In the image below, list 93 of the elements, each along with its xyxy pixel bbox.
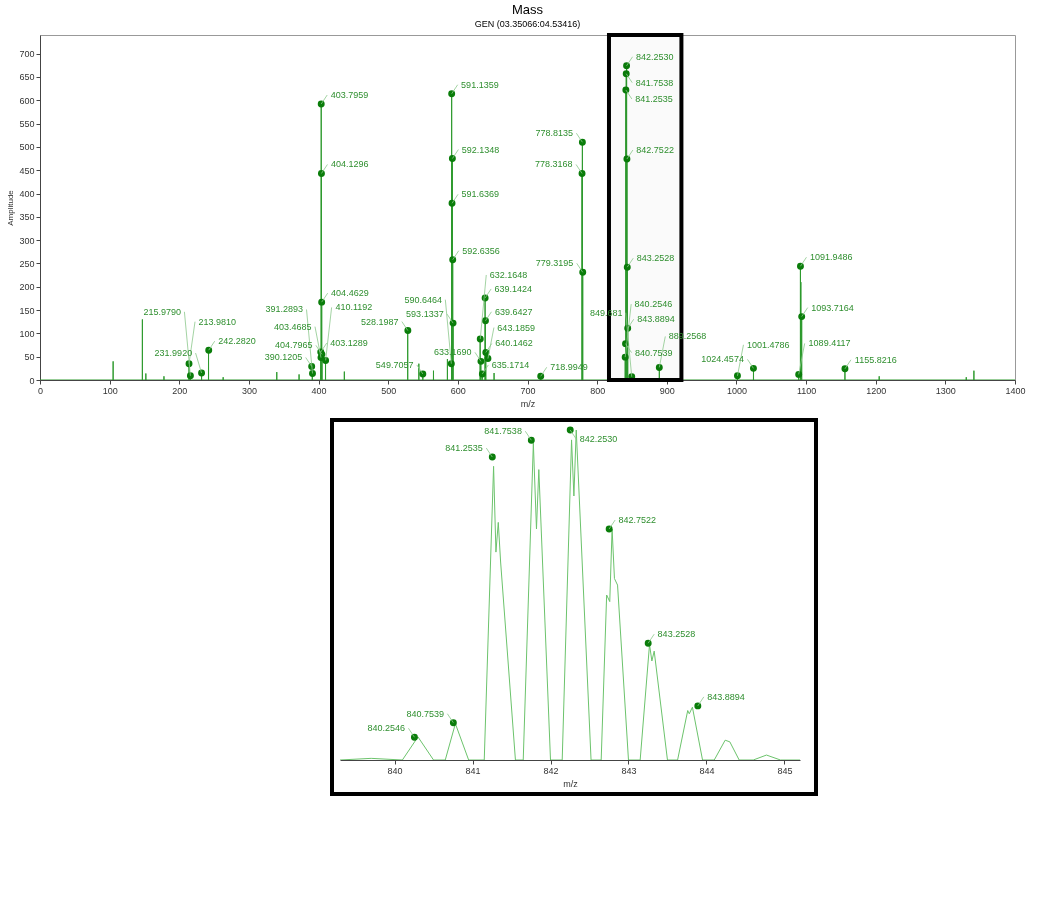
annotation: 841.7538 [484,426,522,437]
annotation: 213.9810 [198,316,236,327]
x-tick-label: 200 [172,385,188,396]
annotation: 403.4685 [274,321,312,332]
annotation: 391.2893 [265,304,304,315]
annotation: 1093.7164 [811,302,854,313]
x-axis-title: m/z [563,778,579,789]
annotation: 778.8135 [535,128,573,139]
y-tick-label: 400 [19,189,35,200]
x-tick-label: 1000 [726,385,747,396]
annotation: 590.6464 [404,294,442,305]
y-tick-label: 100 [19,328,35,339]
annotation: 841.2535 [635,94,673,105]
y-tick-label: 0 [29,375,35,386]
annotation: 840.2546 [367,723,405,734]
y-tick-label: 650 [19,72,35,83]
x-tick-label: 845 [777,765,793,776]
annotation: 1001.4786 [747,339,790,350]
annotation: 404.7965 [274,340,313,351]
annotation: 632.1648 [489,269,528,280]
annotation: 643.1859 [497,322,535,333]
annotation: 840.2546 [634,299,673,310]
annotation: 528.1987 [360,316,399,327]
annotation: 390.1205 [264,352,303,363]
x-tick-label: 1200 [866,385,887,396]
y-tick-label: 550 [19,119,35,130]
x-axis-title: m/z [520,398,536,409]
annotation: 639.6427 [494,306,533,317]
annotation: 778.3168 [535,159,573,170]
x-tick-label: 500 [381,385,397,396]
annotation: 591.6369 [461,189,500,200]
y-tick-label: 500 [19,142,35,153]
annotation: 403.7959 [330,90,369,100]
annotation: 591.1359 [461,79,499,90]
y-tick-label: 150 [19,305,35,316]
annotation: 231.9920 [154,348,193,359]
annotation: 843.8894 [707,691,745,702]
annotation: 242.2820 [218,336,256,347]
y-tick-label: 300 [19,235,35,246]
x-tick-label: 842 [543,765,559,776]
annotation: 639.1424 [494,283,533,294]
annotation: 410.1192 [335,302,373,313]
y-tick-label: 450 [19,165,35,176]
y-tick-label: 350 [19,212,35,223]
annotation: 1091.9486 [810,252,853,263]
x-tick-label: 900 [659,385,675,396]
annotation: 215.9790 [143,306,181,317]
x-tick-label: 800 [590,385,606,396]
x-tick-label: 843 [621,765,637,776]
annotation: 404.4629 [331,288,369,299]
x-tick-label: 1400 [1005,385,1026,396]
annotation: 779.3195 [535,258,574,269]
annotation: 1155.8216 [854,354,897,365]
y-axis-title: Amplitude [6,189,16,226]
x-tick-label: 700 [520,385,536,396]
y-tick-label: 200 [19,282,35,293]
y-tick-label: 50 [24,352,35,363]
annotation: 593.1337 [406,309,444,320]
x-tick-label: 400 [311,385,327,396]
annotation: 842.7522 [618,515,657,525]
x-tick-label: 844 [699,765,715,776]
annotation: 840.7539 [406,708,444,719]
annotation: 1024.4574 [701,354,744,365]
annotation: 842.2530 [636,51,674,62]
chart-title: Mass [511,2,544,17]
annotation: 843.2528 [657,629,696,640]
annotation: 592.1348 [461,144,500,155]
x-tick-label: 841 [465,765,481,776]
annotation: 403.1289 [330,338,368,349]
zoom-frame: 840 841 842 843 844 845 m/z 840.2546 840.7539 841.2535 841.7538 842.2530 842.7522 843.2528 843.8894 [330,418,818,796]
x-tick-label: 1100 [796,385,817,396]
annotation: 635.1714 [491,359,530,370]
annotation: 842.7522 [636,145,674,156]
y-tick-label: 700 [19,49,35,60]
annotation: 843.8894 [637,314,675,325]
x-tick-label: 600 [450,385,466,396]
chart-subtitle: GEN (03.35066:04.53416) [474,19,581,29]
y-tick-label: 600 [19,95,35,106]
x-tick-label: 300 [241,385,257,396]
annotation: 842.2530 [579,434,618,444]
y-tick-label: 250 [19,258,35,269]
annotation: 592.6356 [462,245,500,256]
x-tick-label: 840 [387,765,403,776]
annotation: 1089.4117 [808,338,851,349]
x-tick-label: 1300 [935,385,956,396]
annotation: 640.1462 [495,338,533,349]
annotation: 404.1296 [330,159,369,170]
annotation: 840.7539 [634,347,673,358]
annotation: 841.7538 [635,77,674,88]
x-tick-label: 100 [102,385,118,396]
x-tick-label: 0 [37,385,44,396]
annotation: 843.2528 [636,253,675,264]
annotation: 841.2535 [445,443,483,454]
